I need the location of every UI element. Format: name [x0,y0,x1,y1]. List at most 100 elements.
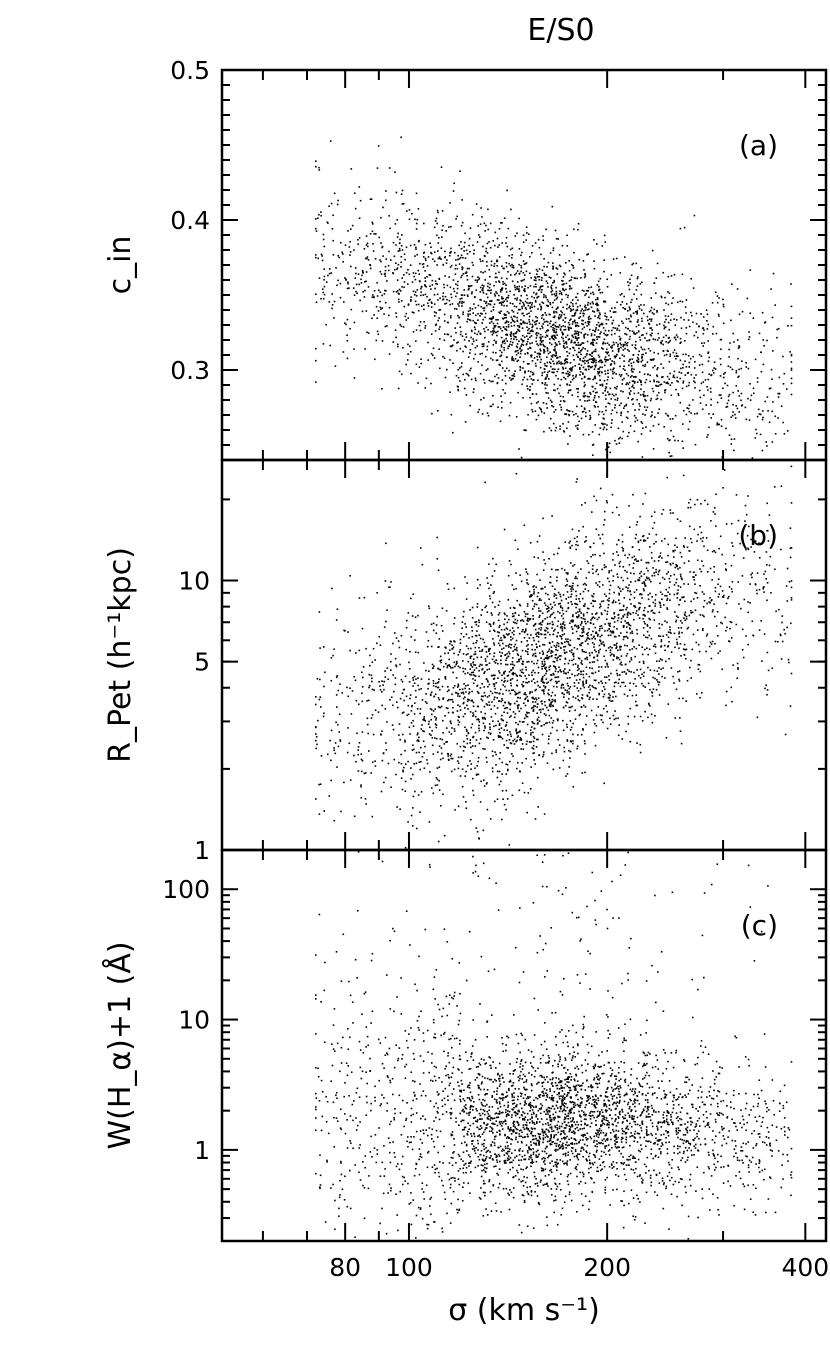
point [443,320,446,322]
point [455,218,457,220]
point [417,739,419,741]
point [515,338,518,341]
point [564,360,566,362]
point [469,250,471,253]
point [777,396,780,398]
point [605,649,607,652]
point [703,329,705,331]
point [395,312,397,314]
point [574,322,577,324]
point [737,376,739,379]
point [412,679,415,681]
point [506,333,508,336]
point [749,312,752,314]
point [500,655,502,657]
point [720,363,722,366]
point [576,577,578,580]
point [342,351,345,353]
point [550,695,553,697]
point [424,293,427,296]
point [728,393,731,396]
point [546,361,549,364]
point [609,625,611,627]
point [616,329,618,331]
point [604,312,606,315]
point [633,387,635,389]
point [504,328,506,330]
point [679,520,682,522]
point [338,731,340,733]
point [531,342,533,344]
point [740,392,743,395]
point [562,345,565,347]
point [640,293,643,296]
point [536,738,538,741]
point [599,537,601,540]
point [457,368,459,371]
point [657,412,659,414]
point [369,264,372,267]
point [532,330,534,333]
point [505,633,508,635]
point [452,287,455,290]
point [788,661,790,664]
point [466,267,469,270]
point [543,430,545,433]
point [377,145,380,147]
point [693,334,696,337]
point [790,369,793,371]
point [449,252,451,254]
point [589,416,592,419]
point [475,289,478,291]
point [451,303,454,305]
point [399,323,401,326]
point [676,597,679,599]
point [641,456,644,458]
point [502,297,504,300]
point [584,394,587,397]
point [508,702,510,705]
point [566,355,569,357]
point [556,296,559,299]
point [527,304,530,307]
point [414,651,417,653]
point [347,631,349,633]
point [577,344,580,346]
point [486,761,488,763]
point [412,773,414,776]
point [631,370,633,373]
point [552,354,554,356]
point [627,587,629,589]
point [613,371,616,374]
point [774,304,776,306]
point [482,290,484,292]
point [640,433,643,435]
point [552,672,555,675]
point [435,217,438,220]
point [692,399,694,401]
point [563,289,565,292]
point [533,297,535,299]
point [440,705,443,708]
point [771,410,773,413]
point [546,384,548,386]
point [502,281,504,283]
point [477,276,479,278]
point [543,350,545,353]
point [473,326,476,328]
point [481,648,484,651]
point [521,334,524,337]
point [605,398,607,400]
point [575,337,578,340]
point [572,265,574,267]
point [624,635,626,638]
point [515,345,518,348]
point [410,372,412,375]
point [524,274,526,276]
point [549,614,552,616]
point [619,365,621,368]
point [516,281,519,283]
point [404,780,407,783]
point [668,577,671,580]
point [403,305,406,308]
